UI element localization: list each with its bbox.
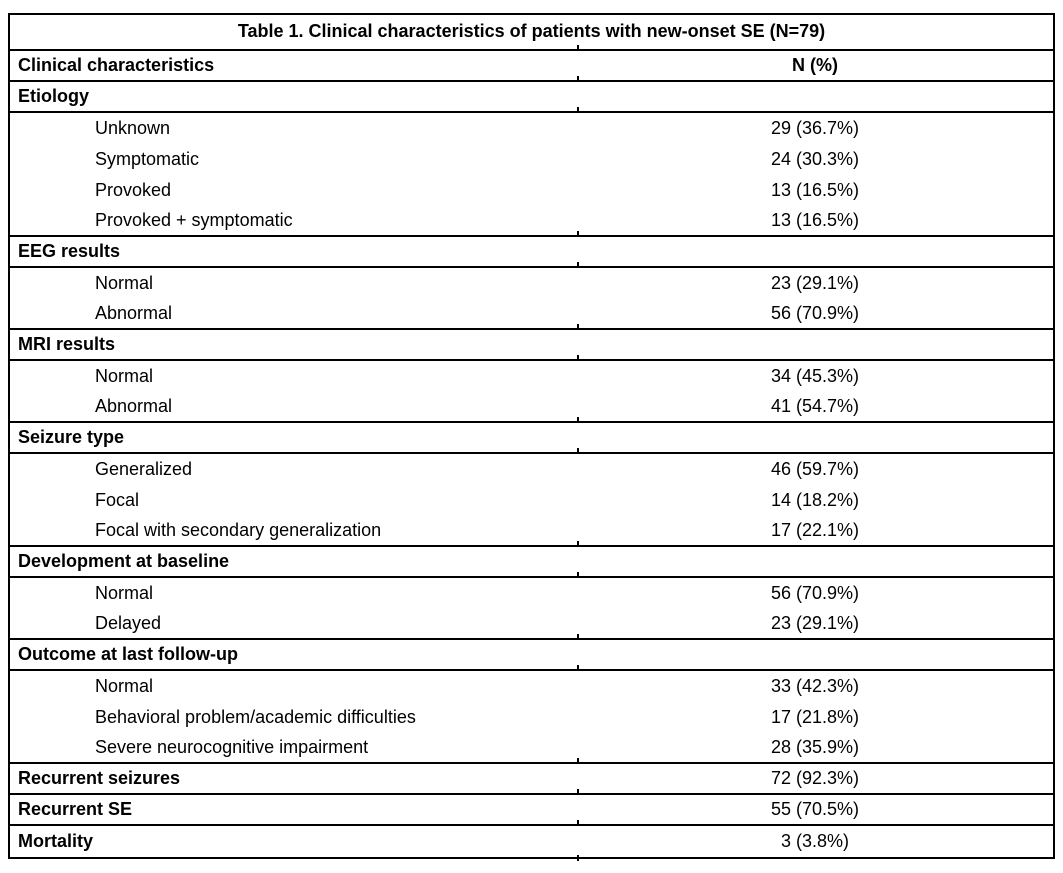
row-label: Severe neurocognitive impairment — [95, 737, 369, 757]
section-label: MRI results — [18, 334, 116, 354]
table-header-row: Clinical characteristics N (%) — [10, 51, 1053, 82]
section-label: Outcome at last follow-up — [18, 644, 239, 664]
column-header-n-percent: N (%) — [792, 54, 838, 75]
row-value: 17 (22.1%) — [770, 519, 860, 540]
table-row: Focal 14 (18.2%) — [10, 485, 1053, 516]
row-label: Normal — [95, 676, 154, 696]
row-value: 28 (35.9%) — [770, 736, 860, 757]
row-label: Symptomatic — [95, 149, 200, 169]
section-row-development-at-baseline: Development at baseline — [10, 547, 1053, 578]
table-row: Normal 56 (70.9%) — [10, 578, 1053, 609]
section-row-seizure-type: Seizure type — [10, 423, 1053, 454]
row-label: Normal — [95, 583, 154, 603]
section-row-outcome-at-last-follow-up: Outcome at last follow-up — [10, 640, 1053, 671]
table-row: Provoked 13 (16.5%) — [10, 175, 1053, 206]
row-value: 33 (42.3%) — [770, 675, 860, 696]
row-label: Focal — [95, 490, 140, 510]
table-row: Provoked + symptomatic 13 (16.5%) — [10, 206, 1053, 237]
column-header-characteristics: Clinical characteristics — [18, 55, 215, 75]
section-row-mri-results: MRI results — [10, 330, 1053, 361]
row-value: 13 (16.5%) — [770, 179, 860, 200]
table-row: Unknown 29 (36.7%) — [10, 113, 1053, 144]
table-row: Behavioral problem/academic difficulties… — [10, 702, 1053, 733]
table-row: Generalized 46 (59.7%) — [10, 454, 1053, 485]
section-row-recurrent-se: Recurrent SE 55 (70.5%) — [10, 795, 1053, 826]
row-value: 23 (29.1%) — [770, 612, 860, 633]
table-row: Normal 23 (29.1%) — [10, 268, 1053, 299]
row-label: Unknown — [95, 118, 171, 138]
row-label: Normal — [95, 273, 154, 293]
section-row-etiology: Etiology — [10, 82, 1053, 113]
table-row: Normal 34 (45.3%) — [10, 361, 1053, 392]
row-value: 56 (70.9%) — [770, 302, 860, 323]
row-value: 34 (45.3%) — [770, 365, 860, 386]
row-value: 72 (92.3%) — [770, 767, 860, 788]
table-row: Normal 33 (42.3%) — [10, 671, 1053, 702]
section-row-recurrent-seizures: Recurrent seizures 72 (92.3%) — [10, 764, 1053, 795]
row-value: 41 (54.7%) — [770, 395, 860, 416]
table-row: Focal with secondary generalization 17 (… — [10, 516, 1053, 547]
section-row-mortality: Mortality 3 (3.8%) — [10, 826, 1053, 861]
section-label: Mortality — [18, 831, 94, 851]
row-label: Provoked — [95, 180, 172, 200]
row-value: 24 (30.3%) — [770, 148, 860, 169]
section-label: Recurrent seizures — [18, 768, 181, 788]
row-value: 14 (18.2%) — [770, 489, 860, 510]
row-value: 55 (70.5%) — [770, 798, 860, 819]
table-row: Symptomatic 24 (30.3%) — [10, 144, 1053, 175]
row-label: Delayed — [95, 613, 162, 633]
row-value: 46 (59.7%) — [770, 458, 860, 479]
clinical-characteristics-table: Table 1. Clinical characteristics of pat… — [8, 13, 1055, 861]
row-value: 13 (16.5%) — [770, 209, 860, 230]
section-label: Seizure type — [18, 427, 125, 447]
row-value: 56 (70.9%) — [770, 582, 860, 603]
table-title-row: Table 1. Clinical characteristics of pat… — [10, 15, 1053, 51]
section-label: Development at baseline — [18, 551, 230, 571]
row-label: Focal with secondary generalization — [95, 520, 382, 540]
row-label: Abnormal — [95, 396, 173, 416]
section-label: Recurrent SE — [18, 799, 133, 819]
row-label: Generalized — [95, 459, 193, 479]
table-row: Abnormal 41 (54.7%) — [10, 392, 1053, 423]
row-label: Provoked + symptomatic — [95, 210, 293, 230]
table-row: Abnormal 56 (70.9%) — [10, 299, 1053, 330]
section-label: EEG results — [18, 241, 121, 261]
table-row: Delayed 23 (29.1%) — [10, 609, 1053, 640]
row-label: Behavioral problem/academic difficulties — [95, 707, 416, 727]
row-label: Abnormal — [95, 303, 173, 323]
section-label: Etiology — [18, 86, 89, 106]
section-row-eeg-results: EEG results — [10, 237, 1053, 268]
row-value: 3 (3.8%) — [780, 830, 850, 851]
row-value: 23 (29.1%) — [770, 272, 860, 293]
row-label: Normal — [95, 366, 154, 386]
row-value: 29 (36.7%) — [770, 117, 860, 138]
table-row: Severe neurocognitive impairment 28 (35.… — [10, 733, 1053, 764]
table-title: Table 1. Clinical characteristics of pat… — [237, 21, 826, 42]
row-value: 17 (21.8%) — [770, 706, 860, 727]
